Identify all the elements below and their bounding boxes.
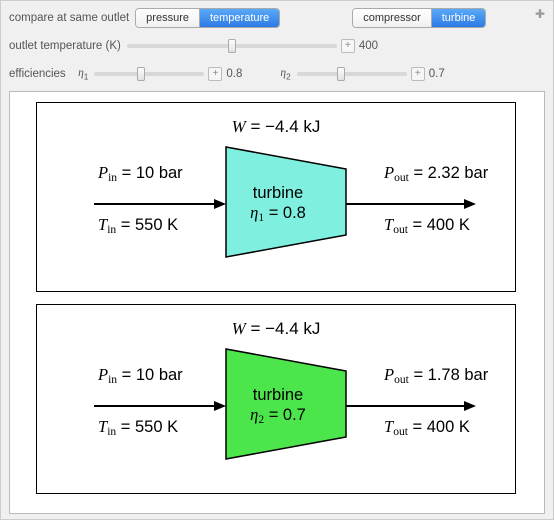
- svg-text:Pin = 10 bar: Pin = 10 bar: [97, 365, 183, 386]
- row-outlet-temp: outlet temperature (K) + 400: [9, 35, 545, 57]
- svg-text:Pout = 2.32 bar: Pout = 2.32 bar: [383, 163, 489, 184]
- svg-text:turbine: turbine: [253, 184, 303, 202]
- eta2-slider[interactable]: [297, 72, 407, 76]
- eta2-value: 0.7: [429, 68, 457, 80]
- row-compare: compare at same outlet pressuretemperatu…: [9, 7, 545, 29]
- svg-text:turbine: turbine: [253, 386, 303, 404]
- slider-thumb[interactable]: [137, 67, 145, 81]
- expand-icon[interactable]: ✚: [535, 7, 545, 21]
- slider-expand-icon[interactable]: +: [208, 67, 222, 81]
- svg-text:W = −4.4 kJ: W = −4.4 kJ: [232, 117, 321, 136]
- diagram-svg: W = −4.4 kJ Pin = 10 bar Tin = 550 K Pout =…: [36, 102, 516, 494]
- outlet-temp-value: 400: [359, 40, 387, 52]
- eta1-slider[interactable]: [94, 72, 204, 76]
- slider-expand-icon[interactable]: +: [411, 67, 425, 81]
- compare-label: compare at same outlet: [9, 12, 129, 24]
- slider-expand-icon[interactable]: +: [341, 39, 355, 53]
- compare-toggle[interactable]: pressuretemperature: [135, 8, 280, 28]
- row-efficiencies: efficiencies η1 + 0.8 η2 + 0.7: [9, 63, 545, 85]
- svg-text:W = −4.4 kJ: W = −4.4 kJ: [232, 319, 321, 338]
- eta2-symbol: η2: [280, 67, 290, 81]
- outlet-temp-slider[interactable]: [127, 44, 337, 48]
- svg-text:Tin = 550 K: Tin = 550 K: [98, 417, 178, 438]
- slider-thumb[interactable]: [228, 39, 236, 53]
- seg-option-temperature[interactable]: temperature: [199, 9, 279, 27]
- eta1-symbol: η1: [78, 67, 88, 81]
- efficiencies-label: efficiencies: [9, 68, 72, 80]
- seg-option-turbine[interactable]: turbine: [431, 9, 486, 27]
- svg-text:Tout = 400 K: Tout = 400 K: [384, 215, 470, 236]
- svg-text:Pout = 1.78 bar: Pout = 1.78 bar: [383, 365, 489, 386]
- outlet-temp-label: outlet temperature (K): [9, 40, 121, 52]
- device-toggle[interactable]: compressorturbine: [352, 8, 486, 28]
- svg-text:Tin = 550 K: Tin = 550 K: [98, 215, 178, 236]
- svg-text:Pin = 10 bar: Pin = 10 bar: [97, 163, 183, 184]
- diagram-container: W = −4.4 kJ Pin = 10 bar Tin = 550 K Pout =…: [9, 91, 545, 514]
- svg-text:Tout = 400 K: Tout = 400 K: [384, 417, 470, 438]
- control-panel: ✚ compare at same outlet pressuretempera…: [0, 0, 554, 520]
- seg-option-compressor[interactable]: compressor: [353, 9, 430, 27]
- eta1-value: 0.8: [226, 68, 254, 80]
- seg-option-pressure[interactable]: pressure: [136, 9, 199, 27]
- slider-thumb[interactable]: [337, 67, 345, 81]
